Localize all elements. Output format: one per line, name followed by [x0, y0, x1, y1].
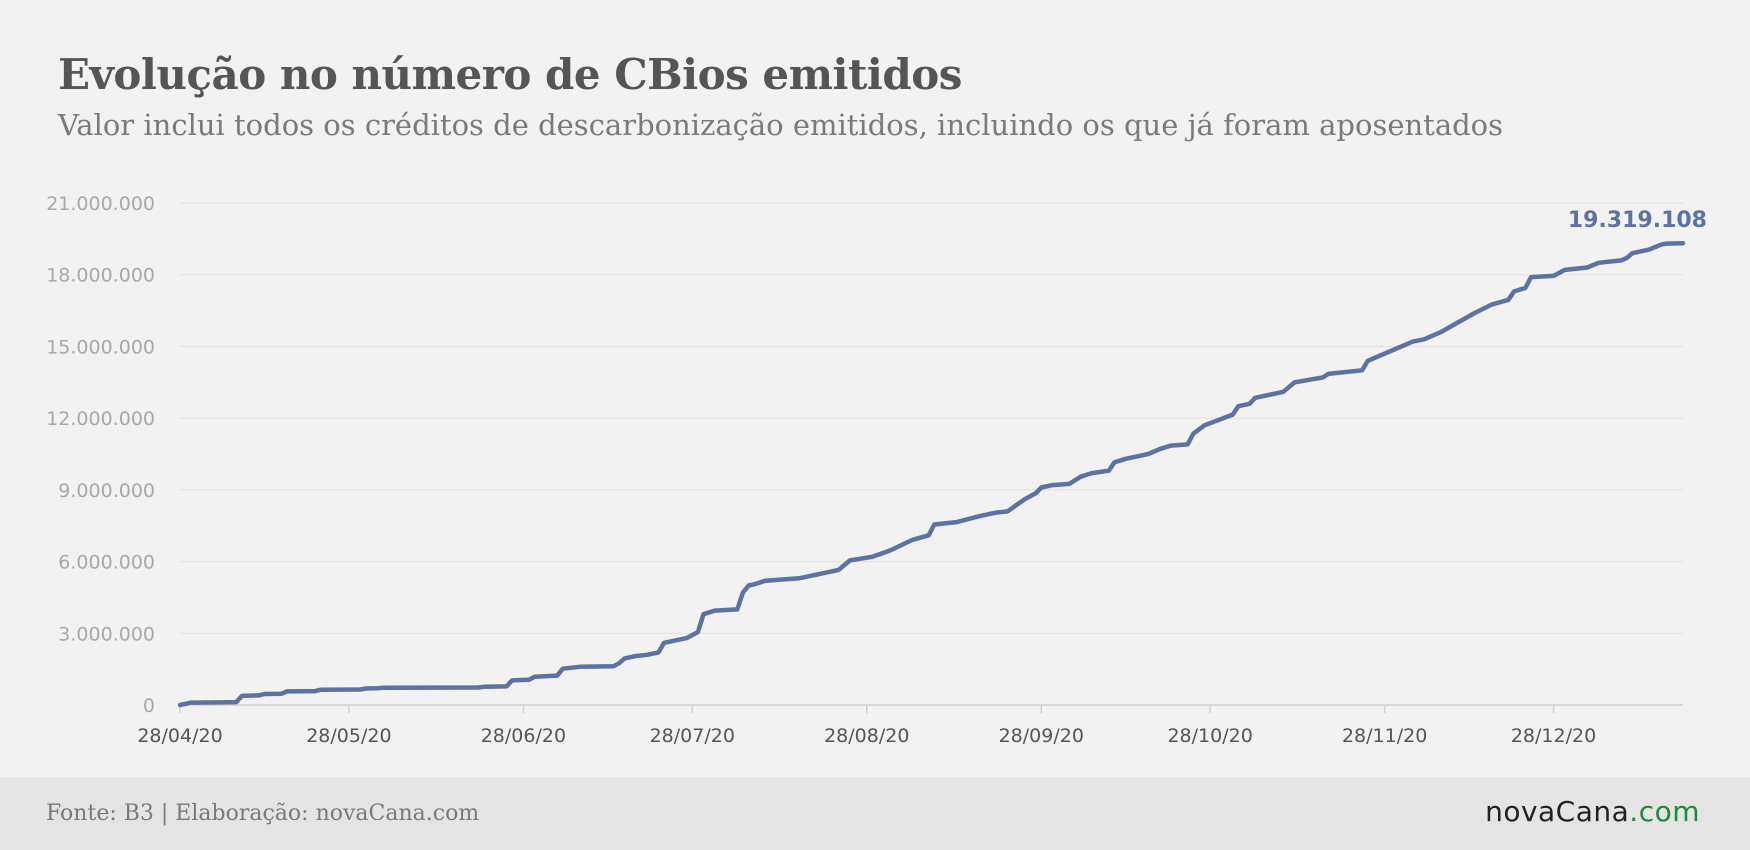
end-value-label: 19.319.108	[1568, 208, 1707, 233]
grid-lines	[180, 202, 1683, 634]
y-tick-label: 12.000.000	[46, 408, 155, 430]
x-tick-label: 28/06/20	[481, 725, 566, 747]
x-tick-label: 28/05/20	[306, 725, 391, 747]
chart-subtitle: Valor inclui todos os créditos de descar…	[58, 108, 1504, 142]
x-tick-label: 28/07/20	[650, 725, 735, 747]
line-chart: 0 3.000.000 6.000.000 9.000.000 12.000.000 15…	[46, 193, 1707, 747]
novacana-logo[interactable]: novaCana.com	[1485, 795, 1700, 828]
y-tick-label: 0	[143, 695, 155, 717]
x-tick-label: 28/08/20	[824, 725, 909, 747]
chart-title: Evolução no número de CBios emitidos	[58, 50, 962, 99]
y-tick-label: 15.000.000	[46, 336, 155, 358]
x-tick-label: 28/04/20	[137, 725, 222, 747]
y-tick-label: 3.000.000	[58, 623, 155, 645]
annotations: 19.319.108	[1568, 208, 1707, 233]
x-axis: 28/04/20 28/05/20 28/06/20 28/07/20 28/08/20…	[137, 704, 1683, 747]
y-axis: 0 3.000.000 6.000.000 9.000.000 12.000.000 15…	[46, 193, 155, 717]
x-tick-label: 28/11/20	[1342, 725, 1427, 747]
y-tick-label: 9.000.000	[58, 480, 155, 502]
series-line-cbios	[177, 240, 1686, 708]
y-tick-label: 21.000.000	[46, 193, 155, 215]
y-tick-label: 18.000.000	[46, 265, 155, 287]
x-tick-label: 28/10/20	[1167, 725, 1252, 747]
x-tick-label: 28/09/20	[999, 725, 1084, 747]
y-tick-label: 6.000.000	[58, 552, 155, 574]
x-tick-label: 28/12/20	[1511, 725, 1596, 747]
footer: Fonte: B3 | Elaboração: novaCana.com nov…	[0, 777, 1750, 850]
logo-tld: .com	[1629, 795, 1700, 828]
logo-brand: novaCana	[1485, 795, 1630, 828]
source-credit: Fonte: B3 | Elaboração: novaCana.com	[46, 801, 480, 826]
series-layer	[177, 240, 1686, 708]
